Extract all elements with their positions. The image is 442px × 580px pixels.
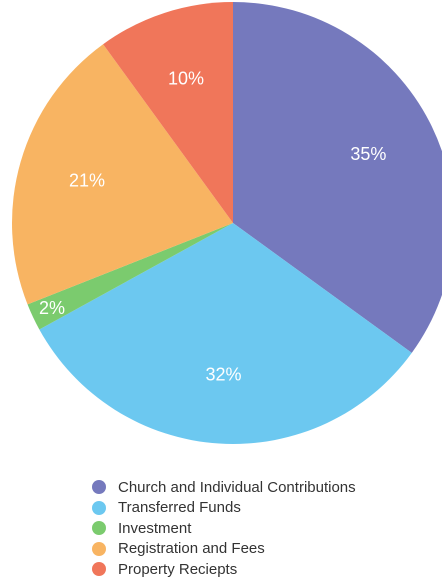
legend-swatch (92, 500, 106, 515)
legend-swatch (92, 521, 106, 536)
legend-swatch (92, 562, 106, 577)
legend-label: Investment (118, 519, 192, 537)
legend-item-investment: Investment (92, 518, 356, 539)
pie-slice-registration-and-fees (12, 44, 233, 305)
data-label-investment: 2% (39, 298, 65, 318)
legend-label: Property Reciepts (118, 560, 238, 578)
pie-data-labels: 35% 32% 2% 21% 10% (39, 68, 386, 384)
legend-label: Transferred Funds (118, 499, 241, 517)
legend-item-church-and-individual-contributions: Church and Individual Contributions (92, 477, 356, 498)
data-label-registration-and-fees: 21% (69, 171, 105, 191)
chart-legend: Church and Individual Contributions Trans… (92, 477, 356, 580)
data-label-transferred-funds: 32% (205, 365, 241, 385)
pie-slice-property-reciepts (103, 2, 233, 223)
data-label-church-and-individual-contributions: 35% (350, 144, 386, 164)
legend-swatch (92, 541, 106, 556)
pie-chart: 35% 32% 2% 21% 10% (12, 2, 442, 444)
pie-slice-investment (27, 223, 233, 330)
pie-slice-transferred-funds (39, 223, 412, 444)
legend-item-registration-and-fees: Registration and Fees (92, 539, 356, 560)
pie-slice-church-and-individual-contributions (233, 2, 442, 353)
legend-label: Registration and Fees (118, 540, 265, 558)
legend-item-transferred-funds: Transferred Funds (92, 498, 356, 519)
data-label-property-reciepts: 10% (168, 68, 204, 88)
legend-label: Church and Individual Contributions (118, 478, 356, 496)
pie-slices (12, 2, 442, 444)
legend-swatch (92, 480, 106, 495)
legend-item-property-reciepts: Property Reciepts (92, 559, 356, 580)
